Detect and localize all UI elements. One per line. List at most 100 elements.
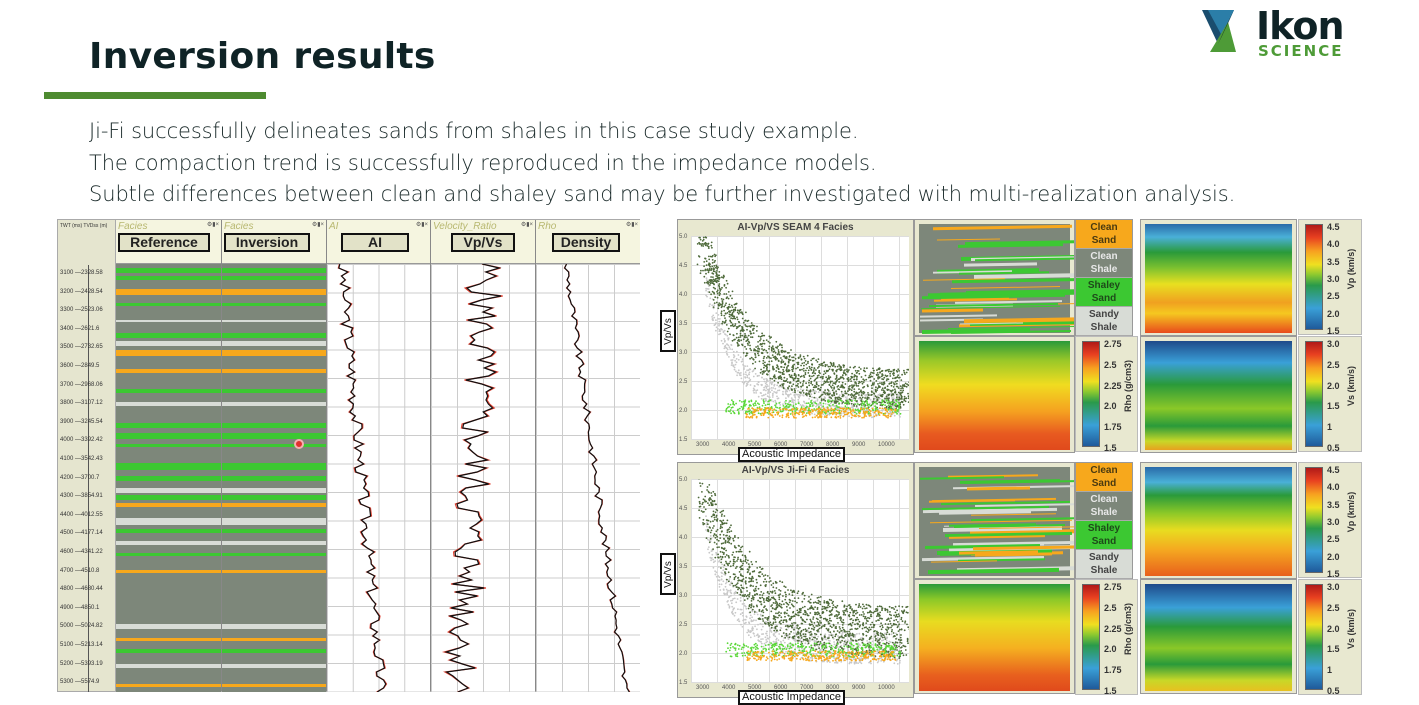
colorbar-label: Vp (km/s): [1346, 482, 1356, 542]
crossplot-ylabel: Vp/Vs: [660, 310, 676, 352]
ai-log-curve: [327, 264, 430, 692]
depth-tick: 4200 —3700.7: [60, 475, 99, 481]
depth-tick: 4700 —4510.8: [60, 568, 99, 574]
colorbar-tick: 2.5: [1327, 291, 1340, 301]
colorbar-tick: 2.5: [1327, 603, 1340, 613]
depth-tick: 3800 —3107.12: [60, 400, 103, 406]
y-tick: 4.0: [679, 292, 687, 298]
track-label: Reference: [118, 233, 210, 252]
track-inversion-facies[interactable]: Facies⚙▮× Inversion: [222, 220, 327, 691]
bullet-item: The compaction trend is successfully rep…: [89, 148, 1235, 180]
track-controls-icon[interactable]: ⚙▮×: [312, 221, 324, 228]
bullet-item: Ji-Fi successfully delineates sands from…: [89, 116, 1235, 148]
track-controls-icon[interactable]: ⚙▮×: [626, 221, 638, 228]
track-ai[interactable]: AI ⚙▮× AI: [327, 220, 431, 691]
colorbar-tick: 2.0: [1327, 624, 1340, 634]
colorbar-label: Vs (km/s): [1346, 356, 1356, 416]
depth-tick: 3200 —2428.54: [60, 289, 103, 295]
crossplot-area[interactable]: [691, 479, 909, 683]
track-name: Velocity_Ratio: [433, 221, 497, 232]
track-label: Density: [552, 233, 620, 252]
track-controls-icon[interactable]: ⚙▮×: [416, 221, 428, 228]
y-tick: 3.5: [679, 321, 687, 327]
depth-tick: 5000 —5024.82: [60, 623, 103, 629]
depth-tick: 3700 —2968.06: [60, 382, 103, 388]
colorbar-label: Vs (km/s): [1346, 599, 1356, 659]
x-tick: 4000: [722, 442, 735, 448]
colorbar-tick: 4.0: [1327, 482, 1340, 492]
colorbar-tick: 3.0: [1327, 582, 1340, 592]
depth-tick: 3300 —2523.06: [60, 307, 103, 313]
depth-tick: 4500 —4177.14: [60, 530, 103, 536]
x-tick: 10000: [878, 442, 895, 448]
depth-tick: 3900 —3245.54: [60, 419, 103, 425]
track-vpvs[interactable]: Velocity_Ratio ⚙▮× Vp/Vs: [431, 220, 536, 691]
y-tick: 1.5: [679, 437, 687, 443]
colorbar-tick: 2.5: [1104, 603, 1117, 613]
crossplot-xlabel: Acoustic Impedance: [738, 447, 845, 462]
track-name: AI: [329, 221, 338, 232]
colorbar-tick: 1.5: [1327, 401, 1340, 411]
y-tick: 3.5: [679, 564, 687, 570]
cursor-marker-icon[interactable]: [294, 439, 304, 449]
crossplot-xlabel: Acoustic Impedance: [738, 690, 845, 705]
colorbar-tick: 4.0: [1327, 239, 1340, 249]
x-tick: 9000: [852, 685, 865, 691]
logo-sub: SCIENCE: [1258, 42, 1343, 60]
track-name: Facies: [118, 221, 147, 232]
depth-tick: 5200 —5393.19: [60, 661, 103, 667]
colorbar-tick: 0.5: [1327, 686, 1340, 696]
track-name: Rho: [538, 221, 556, 232]
colorbar-tick: 1.5: [1327, 644, 1340, 654]
colorbar-tick: 3.0: [1327, 517, 1340, 527]
y-tick: 3.0: [679, 350, 687, 356]
facies-section-seam: [914, 219, 1075, 336]
y-tick: 1.5: [679, 680, 687, 686]
track-controls-icon[interactable]: ⚙▮×: [207, 221, 219, 228]
colorbar-tick: 2.5: [1327, 360, 1340, 370]
vpvs-log-curve: [431, 264, 535, 692]
track-label: Vp/Vs: [451, 233, 515, 252]
colorbar-tick: 2.25: [1104, 381, 1122, 391]
crossplot-ylabel: Vp/Vs: [660, 553, 676, 595]
vp-section-seam: [1140, 219, 1297, 336]
colorbar-tick: 1: [1327, 422, 1332, 432]
rho-section-seam: [914, 336, 1075, 453]
colorbar-tick: 2.0: [1327, 309, 1340, 319]
track-label: AI: [341, 233, 409, 252]
depth-tick: 4000 —3392.42: [60, 437, 103, 443]
y-tick: 2.0: [679, 408, 687, 414]
title-underline: [44, 92, 266, 99]
track-name: Facies: [224, 221, 253, 232]
track-controls-icon[interactable]: ⚙▮×: [521, 221, 533, 228]
logo-triangle-icon: [1200, 8, 1256, 60]
track-reference-facies[interactable]: Facies ⚙▮× Reference: [116, 220, 222, 691]
depth-tick: 4400 —4012.55: [60, 512, 103, 518]
colorbar-tick: 0.5: [1327, 443, 1340, 453]
y-tick: 5.0: [679, 477, 687, 483]
facies-section-jifi: [914, 462, 1075, 579]
density-log-curve: [536, 264, 640, 692]
colorbar-label: Vp (km/s): [1346, 239, 1356, 299]
colorbar-tick: 4.5: [1327, 222, 1340, 232]
track-density[interactable]: Rho ⚙▮× Density: [536, 220, 640, 691]
colorbar-tick: 1.5: [1104, 443, 1117, 453]
crossplot-area[interactable]: [691, 236, 909, 440]
colorbar-tick: 1.75: [1104, 665, 1122, 675]
colorbar-label: Rho (g/cm3): [1123, 356, 1133, 416]
y-tick: 4.0: [679, 535, 687, 541]
depth-tick: 4900 —4850.1: [60, 605, 99, 611]
depth-tick: 3600 —2849.5: [60, 363, 99, 369]
